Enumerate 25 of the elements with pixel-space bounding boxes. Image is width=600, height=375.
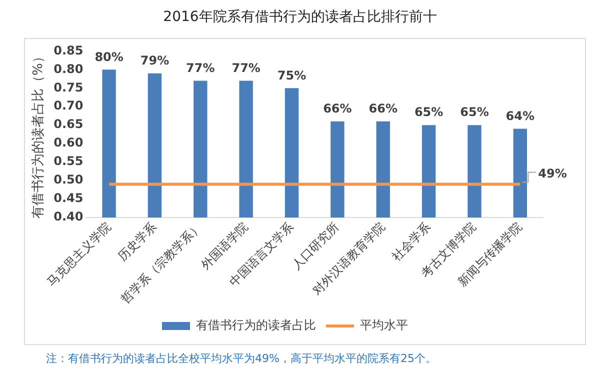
y-tick-label: 0.45 — [54, 191, 84, 206]
y-tick-label: 0.80 — [54, 62, 84, 76]
data-label: 80% — [94, 50, 124, 64]
y-tick-label: 0.75 — [54, 80, 84, 94]
y-tick-label: 0.55 — [54, 154, 84, 168]
y-tick-label: 0.60 — [54, 136, 84, 150]
data-label: 65% — [460, 105, 489, 120]
y-tick-label: 0.85 — [54, 43, 84, 58]
data-label: 75% — [277, 68, 306, 82]
chart-title: 2016年院系有借书行为的读者占比排行前十 — [162, 8, 438, 27]
data-label: 66% — [368, 102, 398, 116]
data-label: 49% — [538, 166, 567, 180]
data-label: 77% — [186, 60, 215, 75]
data-label: 64% — [506, 108, 535, 123]
legend-label: 有借书行为的读者占比 — [196, 318, 316, 332]
data-label: 65% — [414, 105, 444, 120]
y-tick-label: 0.50 — [54, 172, 84, 187]
data-label: 77% — [232, 60, 260, 75]
text: 注：有借书行为的读者占比全校平均水平为49%，高于平均水平的院系有25个。 — [46, 351, 436, 366]
data-label: 79% — [140, 53, 170, 68]
data-label: 66% — [323, 102, 352, 116]
y-tick-label: 0.65 — [54, 117, 84, 132]
y-axis-title: 有借书行为的读者占比（%） — [31, 50, 46, 219]
legend-label: 平均水平 — [360, 318, 408, 332]
y-tick-label: 0.70 — [54, 98, 84, 113]
